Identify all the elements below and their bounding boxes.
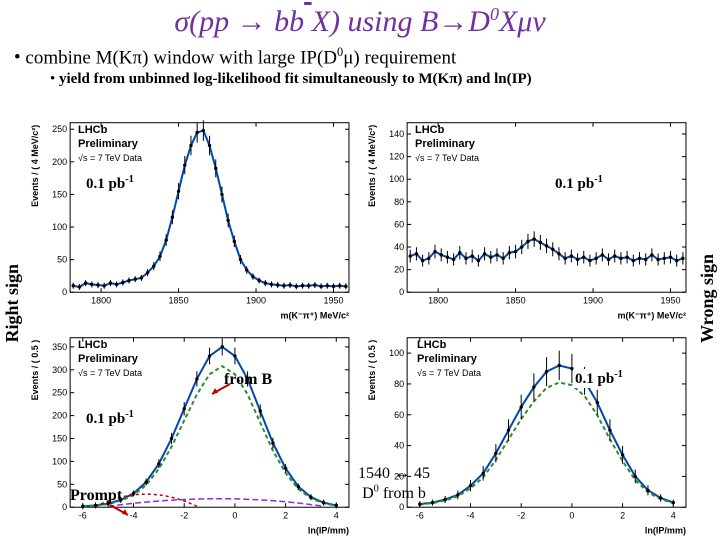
lhcb-label: LHCbPreliminary√s = 7 TeV Data (417, 339, 481, 380)
svg-text:250: 250 (52, 124, 67, 134)
luminosity-label: 0.1 pb-1 (573, 369, 625, 388)
svg-text:2: 2 (620, 510, 625, 520)
svg-text:-2: -2 (517, 510, 525, 520)
svg-text:Events / ( 0.5 ): Events / ( 0.5 ) (367, 340, 377, 401)
panel-bottom-right: 020406080100-6-4-2024ln(IP/mm)Events / (… (363, 327, 694, 538)
svg-text:4: 4 (671, 510, 676, 520)
svg-text:100: 100 (52, 456, 67, 466)
svg-text:1950: 1950 (660, 295, 680, 305)
svg-text:40: 40 (394, 242, 404, 252)
svg-text:100: 100 (389, 174, 404, 184)
svg-text:200: 200 (52, 411, 67, 421)
left-side-label: Right sign (2, 264, 23, 343)
svg-text:ln(IP/mm): ln(IP/mm) (645, 525, 686, 535)
yield-result: 1540 ↔ 45 D0 from b (334, 464, 454, 503)
svg-text:-4: -4 (466, 510, 474, 520)
luminosity-label: 0.1 pb-1 (553, 174, 605, 193)
svg-text:350: 350 (52, 342, 67, 352)
svg-text:150: 150 (52, 189, 67, 199)
svg-text:1900: 1900 (246, 295, 266, 305)
panel-top-left: 0 50 100 150 200 250 1800 1850 1900 1950 m(K⁻π⁺) M… (26, 112, 357, 323)
svg-text:Events / ( 4 MeV/c²): Events / ( 4 MeV/c²) (30, 125, 40, 207)
slide-title: σ(pp → bb X) using B→D0Xμν (0, 4, 720, 39)
svg-text:40: 40 (394, 441, 404, 451)
panel-bottom-left: 050100150200250300350-6-4-2024ln(IP/mm)E… (26, 327, 357, 538)
panel-top-right: 0 20 40 60 80 100 120 140 1800 1850 1900 1950 m(K⁻π⁺… (363, 112, 694, 323)
svg-text:300: 300 (52, 365, 67, 375)
svg-text:20: 20 (394, 265, 404, 275)
svg-text:1800: 1800 (428, 295, 448, 305)
svg-text:-6: -6 (416, 510, 424, 520)
svg-text:Events / ( 4 MeV/c²): Events / ( 4 MeV/c²) (367, 125, 377, 207)
svg-text:80: 80 (394, 197, 404, 207)
svg-text:140: 140 (389, 129, 404, 139)
svg-text:1950: 1950 (323, 295, 343, 305)
svg-text:1850: 1850 (169, 295, 189, 305)
svg-text:100: 100 (389, 348, 404, 358)
svg-text:-6: -6 (79, 510, 87, 520)
lhcb-label: LHCbPreliminary√s = 7 TeV Data (78, 339, 142, 380)
svg-text:200: 200 (52, 157, 67, 167)
svg-text:0: 0 (399, 287, 404, 297)
luminosity-label: 0.1 pb-1 (84, 409, 136, 428)
svg-text:1800: 1800 (91, 295, 111, 305)
luminosity-label: 0.1 pb-1 (84, 174, 136, 193)
svg-text:0: 0 (399, 502, 404, 512)
svg-text:ln(IP/mm): ln(IP/mm) (308, 525, 349, 535)
svg-text:80: 80 (394, 379, 404, 389)
lhcb-label: LHCbPreliminary√s = 7 TeV Data (415, 124, 479, 165)
right-side-label: Wrong sign (697, 254, 718, 343)
svg-text:100: 100 (52, 222, 67, 232)
svg-text:1900: 1900 (583, 295, 603, 305)
svg-text:1850: 1850 (506, 295, 526, 305)
lhcb-label: LHCbPreliminary√s = 7 TeV Data (78, 124, 142, 165)
svg-text:0: 0 (569, 510, 574, 520)
svg-text:250: 250 (52, 388, 67, 398)
svg-text:60: 60 (394, 410, 404, 420)
svg-text:m(K⁻π⁺) MeV/c²: m(K⁻π⁺) MeV/c² (617, 310, 686, 320)
svg-text:0: 0 (62, 502, 67, 512)
svg-text:-2: -2 (180, 510, 188, 520)
svg-text:50: 50 (57, 479, 67, 489)
svg-text:m(K⁻π⁺) MeV/c²: m(K⁻π⁺) MeV/c² (280, 310, 349, 320)
svg-text:0: 0 (62, 287, 67, 297)
bullet-sub: yield from unbinned log-likelihood fit s… (50, 71, 720, 88)
svg-text:120: 120 (389, 152, 404, 162)
svg-text:60: 60 (394, 219, 404, 229)
bullet-main: combine M(Kπ) window with large IP(D0μ) … (14, 45, 720, 69)
svg-text:4: 4 (334, 510, 339, 520)
svg-text:Events / ( 0.5 ): Events / ( 0.5 ) (30, 340, 40, 401)
svg-text:150: 150 (52, 434, 67, 444)
svg-text:2: 2 (283, 510, 288, 520)
svg-text:0: 0 (232, 510, 237, 520)
svg-text:50: 50 (57, 255, 67, 265)
